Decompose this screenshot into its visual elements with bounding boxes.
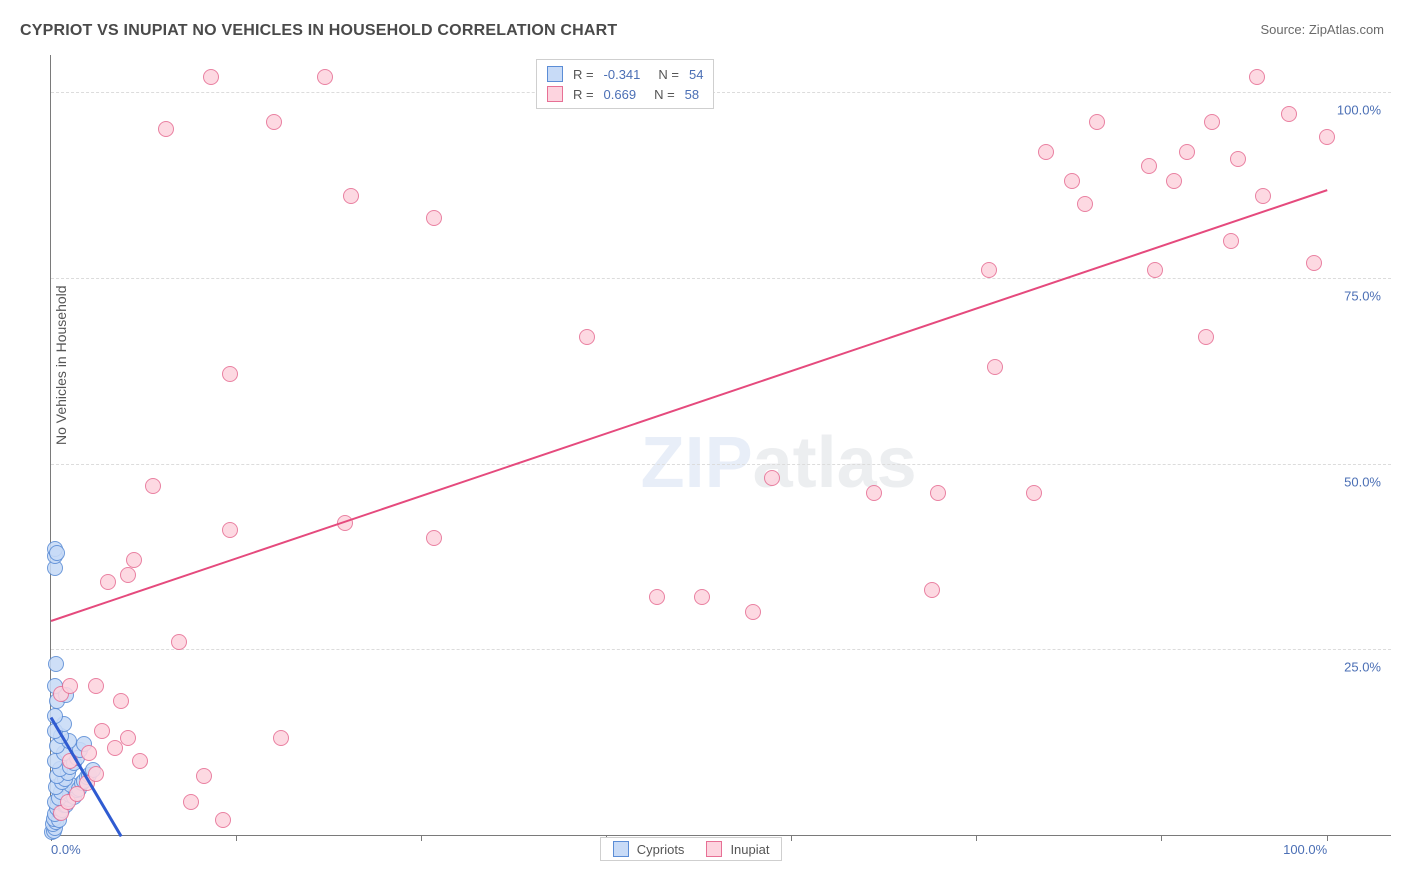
data-point xyxy=(745,604,761,620)
source-attribution: Source: ZipAtlas.com xyxy=(1260,22,1384,37)
data-point xyxy=(649,589,665,605)
data-point xyxy=(426,210,442,226)
data-point xyxy=(196,768,212,784)
data-point xyxy=(126,552,142,568)
data-point xyxy=(1038,144,1054,160)
data-point xyxy=(1255,188,1271,204)
data-point xyxy=(273,730,289,746)
data-point xyxy=(987,359,1003,375)
series-legend: Cypriots Inupiat xyxy=(600,837,783,861)
data-point xyxy=(1281,106,1297,122)
data-point xyxy=(222,366,238,382)
data-point xyxy=(1249,69,1265,85)
data-point xyxy=(1147,262,1163,278)
data-point xyxy=(1306,255,1322,271)
gridline xyxy=(51,649,1391,650)
scatter-plot-area: No Vehicles in Household ZIPatlas 25.0%5… xyxy=(50,55,1391,836)
legend-item: Inupiat xyxy=(706,841,769,857)
data-point xyxy=(62,678,78,694)
x-tick xyxy=(1327,835,1328,841)
regression-line xyxy=(51,189,1328,622)
legend-row: R = -0.341N = 54 xyxy=(547,64,704,84)
data-point xyxy=(343,188,359,204)
data-point xyxy=(183,794,199,810)
legend-swatch xyxy=(706,841,722,857)
data-point xyxy=(158,121,174,137)
data-point xyxy=(1166,173,1182,189)
data-point xyxy=(48,656,64,672)
legend-swatch xyxy=(547,66,563,82)
data-point xyxy=(1179,144,1195,160)
data-point xyxy=(694,589,710,605)
data-point xyxy=(132,753,148,769)
data-point xyxy=(579,329,595,345)
data-point xyxy=(81,745,97,761)
data-point xyxy=(1141,158,1157,174)
gridline xyxy=(51,464,1391,465)
x-tick xyxy=(236,835,237,841)
data-point xyxy=(203,69,219,85)
data-point xyxy=(866,485,882,501)
data-point xyxy=(222,522,238,538)
x-tick xyxy=(976,835,977,841)
y-tick-label: 25.0% xyxy=(1344,660,1381,675)
data-point xyxy=(1223,233,1239,249)
legend-item: Cypriots xyxy=(613,841,685,857)
x-tick-label: 0.0% xyxy=(51,842,81,857)
data-point xyxy=(88,678,104,694)
legend-swatch xyxy=(547,86,563,102)
x-tick xyxy=(1161,835,1162,841)
data-point xyxy=(49,545,65,561)
data-point xyxy=(215,812,231,828)
data-point xyxy=(94,723,110,739)
data-point xyxy=(764,470,780,486)
data-point xyxy=(981,262,997,278)
chart-title: CYPRIOT VS INUPIAT NO VEHICLES IN HOUSEH… xyxy=(20,22,617,40)
legend-row: R = 0.669N = 58 xyxy=(547,84,704,104)
data-point xyxy=(1204,114,1220,130)
data-point xyxy=(120,567,136,583)
y-tick-label: 75.0% xyxy=(1344,288,1381,303)
data-point xyxy=(100,574,116,590)
data-point xyxy=(171,634,187,650)
legend-swatch xyxy=(613,841,629,857)
data-point xyxy=(930,485,946,501)
gridline xyxy=(51,92,1391,93)
gridline xyxy=(51,278,1391,279)
y-tick-label: 100.0% xyxy=(1337,103,1381,118)
x-tick xyxy=(791,835,792,841)
data-point xyxy=(317,69,333,85)
data-point xyxy=(1026,485,1042,501)
data-point xyxy=(266,114,282,130)
data-point xyxy=(120,730,136,746)
data-point xyxy=(1230,151,1246,167)
x-tick-label: 100.0% xyxy=(1283,842,1327,857)
data-point xyxy=(1198,329,1214,345)
data-point xyxy=(113,693,129,709)
data-point xyxy=(1089,114,1105,130)
data-point xyxy=(1077,196,1093,212)
data-point xyxy=(1319,129,1335,145)
y-axis-label: No Vehicles in Household xyxy=(53,285,69,445)
correlation-legend: R = -0.341N = 54R = 0.669N = 58 xyxy=(536,59,715,109)
x-tick xyxy=(421,835,422,841)
data-point xyxy=(426,530,442,546)
data-point xyxy=(1064,173,1080,189)
y-tick-label: 50.0% xyxy=(1344,474,1381,489)
data-point xyxy=(924,582,940,598)
data-point xyxy=(145,478,161,494)
